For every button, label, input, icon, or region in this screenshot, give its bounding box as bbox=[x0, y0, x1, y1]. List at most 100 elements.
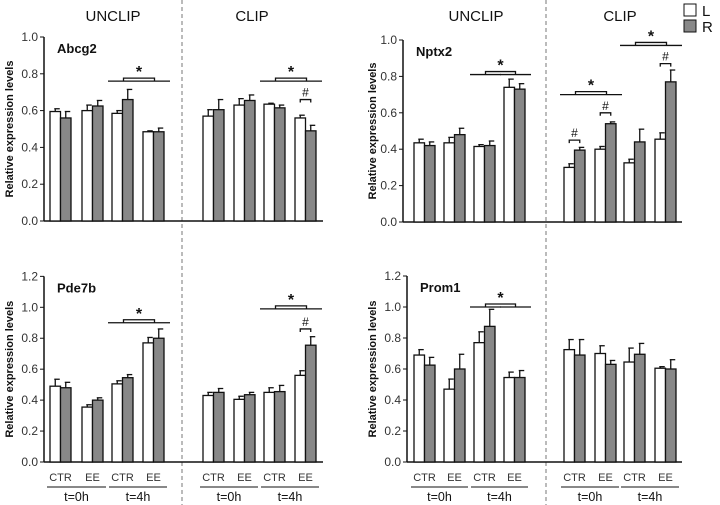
bar-r bbox=[633, 141, 646, 223]
bar-r bbox=[273, 390, 286, 463]
bar-r bbox=[604, 123, 617, 223]
bar-r bbox=[212, 391, 225, 463]
bar-l bbox=[49, 385, 62, 463]
y-tick-label: 0.0 bbox=[21, 214, 38, 228]
header-unclip-right: UNCLIP bbox=[448, 8, 503, 25]
x-condition-label: CTR bbox=[563, 472, 586, 484]
bar-r bbox=[483, 325, 496, 463]
bar-r bbox=[513, 88, 526, 223]
hash-bracket bbox=[568, 139, 581, 144]
significance-star: * bbox=[648, 28, 655, 45]
significance-star: * bbox=[136, 306, 143, 323]
legend-label-l: L bbox=[702, 3, 710, 20]
bar-r bbox=[453, 133, 466, 223]
sig-bracket bbox=[274, 77, 308, 82]
x-time-label: t=4h bbox=[126, 490, 151, 504]
bar-l bbox=[233, 104, 246, 222]
y-tick-label: 0.2 bbox=[384, 424, 401, 438]
hash-bracket bbox=[659, 63, 672, 67]
bar-l bbox=[111, 383, 124, 463]
bar-l bbox=[443, 142, 456, 223]
panel-abcg2: 0.0 0.2 0.4 0.6 0.8 1.0 Relative expression le… bbox=[4, 30, 323, 228]
bar-l bbox=[263, 391, 276, 463]
gene-label: Pde7b bbox=[57, 280, 96, 295]
x-condition-label: EE bbox=[146, 472, 161, 484]
hash-bracket bbox=[299, 98, 312, 103]
bar-r bbox=[121, 377, 134, 463]
bar-l bbox=[503, 376, 516, 463]
bar-r bbox=[59, 117, 72, 222]
y-tick-label: 0.6 bbox=[380, 106, 397, 120]
bar-l bbox=[202, 394, 215, 463]
bar-r bbox=[121, 98, 134, 222]
bar-r bbox=[573, 354, 586, 463]
significance-hash: # bbox=[571, 126, 578, 140]
x-time-label: t=0h bbox=[217, 490, 242, 504]
bar-l bbox=[49, 110, 62, 222]
sig-bracket bbox=[574, 90, 608, 95]
x-condition-label: CTR bbox=[413, 472, 436, 484]
bar-l bbox=[142, 131, 155, 222]
y-tick-label: 0.0 bbox=[380, 215, 397, 229]
bar-l bbox=[202, 115, 215, 222]
bar-l bbox=[623, 361, 636, 463]
bar-l bbox=[594, 148, 607, 223]
x-condition-label: EE bbox=[298, 472, 313, 484]
y-tick-label: 0.4 bbox=[380, 142, 397, 156]
x-time-label: t=4h bbox=[278, 490, 303, 504]
y-tick-label: 0.2 bbox=[21, 177, 38, 191]
bar-r bbox=[152, 337, 165, 463]
bar-l bbox=[263, 103, 276, 222]
bar-l bbox=[654, 367, 667, 463]
significance-hash: # bbox=[602, 99, 609, 113]
y-tick-label: 0.8 bbox=[21, 331, 38, 345]
y-axis-label: Relative expression levels bbox=[367, 63, 379, 200]
bar-l bbox=[294, 374, 307, 463]
legend-swatch-r bbox=[683, 19, 697, 33]
y-tick-label: 1.0 bbox=[384, 300, 401, 314]
bar-r bbox=[633, 353, 646, 463]
y-tick-label: 0.8 bbox=[384, 331, 401, 345]
y-tick-label: 1.2 bbox=[384, 269, 401, 283]
panel-pde7b: 0.0 0.2 0.4 0.6 0.8 1.0 1.2 Relative expression… bbox=[4, 269, 323, 504]
y-tick-label: 0.0 bbox=[21, 455, 38, 469]
bar-r bbox=[604, 363, 617, 463]
bar-l bbox=[443, 388, 456, 463]
bar-r bbox=[243, 394, 256, 463]
y-tick-label: 0.4 bbox=[21, 393, 38, 407]
significance-star: * bbox=[497, 58, 504, 75]
x-condition-label: EE bbox=[658, 472, 673, 484]
bar-r bbox=[91, 105, 104, 222]
header-clip-left: CLIP bbox=[235, 8, 268, 25]
x-condition-label: EE bbox=[85, 472, 100, 484]
sig-bracket bbox=[484, 303, 517, 307]
bar-l bbox=[111, 112, 124, 222]
bar-l bbox=[294, 117, 307, 222]
significance-star: * bbox=[288, 292, 295, 309]
significance-hash: # bbox=[302, 86, 309, 100]
x-time-label: t=0h bbox=[64, 490, 89, 504]
y-tick-label: 0.4 bbox=[384, 393, 401, 407]
bar-l bbox=[563, 166, 576, 223]
bar-r bbox=[91, 399, 104, 463]
y-tick-label: 0.8 bbox=[21, 67, 38, 81]
bar-r bbox=[243, 99, 256, 222]
bar-r bbox=[513, 376, 526, 463]
x-condition-label: CTR bbox=[111, 472, 134, 484]
bar-r bbox=[152, 131, 165, 222]
y-tick-label: 1.0 bbox=[21, 300, 38, 314]
bar-r bbox=[304, 344, 317, 463]
x-condition-label: CTR bbox=[49, 472, 72, 484]
x-time-label: t=0h bbox=[578, 490, 603, 504]
x-time-label: t=4h bbox=[487, 490, 512, 504]
x-condition-label: CTR bbox=[263, 472, 286, 484]
bar-r bbox=[59, 387, 72, 463]
x-condition-label: EE bbox=[598, 472, 613, 484]
x-condition-label: EE bbox=[447, 472, 462, 484]
x-condition-label: CTR bbox=[473, 472, 496, 484]
significance-star: * bbox=[588, 78, 595, 95]
y-tick-label: 0.8 bbox=[380, 69, 397, 83]
y-tick-label: 0.2 bbox=[380, 179, 397, 193]
bar-l bbox=[503, 86, 516, 223]
